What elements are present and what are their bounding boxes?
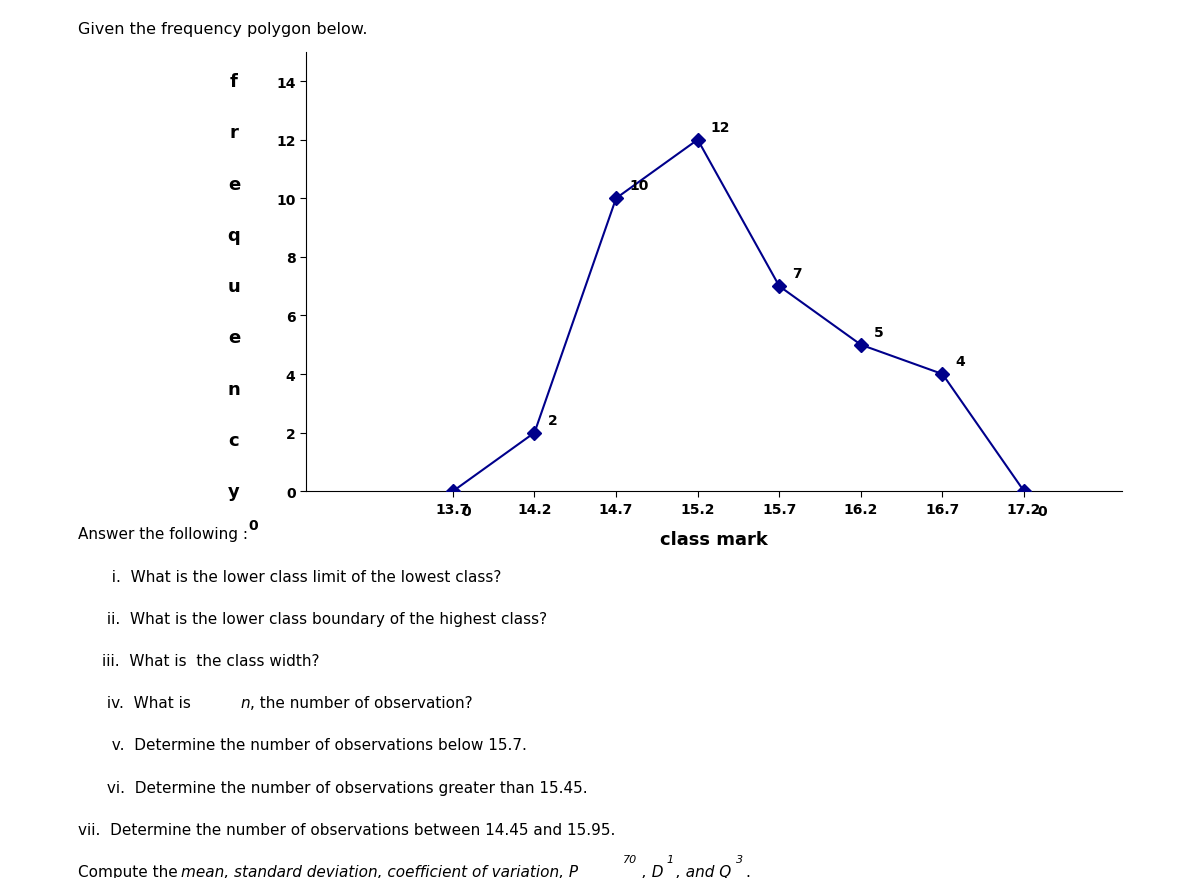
X-axis label: class mark: class mark: [660, 530, 768, 548]
Text: .: .: [745, 864, 750, 878]
Text: 0: 0: [248, 518, 258, 532]
Text: mean, standard deviation, coefficient of variation, P: mean, standard deviation, coefficient of…: [181, 864, 578, 878]
Text: 12: 12: [710, 120, 731, 134]
Text: 5: 5: [874, 326, 883, 340]
Text: v.  Determine the number of observations below 15.7.: v. Determine the number of observations …: [102, 738, 527, 752]
Text: Compute the: Compute the: [78, 864, 182, 878]
Text: c: c: [229, 431, 239, 450]
Text: 1: 1: [666, 854, 673, 864]
Text: Answer the following :: Answer the following :: [78, 527, 248, 542]
Text: n: n: [240, 695, 250, 710]
Text: e: e: [228, 329, 240, 347]
Text: 10: 10: [629, 179, 648, 193]
Text: 2: 2: [547, 414, 557, 428]
Text: n: n: [228, 380, 240, 399]
Text: y: y: [228, 483, 240, 500]
Text: 3: 3: [736, 854, 743, 864]
Text: , D: , D: [642, 864, 664, 878]
Text: vii.  Determine the number of observations between 14.45 and 15.95.: vii. Determine the number of observation…: [78, 822, 616, 837]
Text: r: r: [229, 124, 239, 142]
Text: ii.  What is the lower class boundary of the highest class?: ii. What is the lower class boundary of …: [102, 611, 547, 626]
Text: i.  What is the lower class limit of the lowest class?: i. What is the lower class limit of the …: [102, 569, 502, 584]
Text: iii.  What is  the class width?: iii. What is the class width?: [102, 653, 319, 668]
Text: 7: 7: [792, 267, 802, 281]
Text: e: e: [228, 176, 240, 193]
Text: Given the frequency polygon below.: Given the frequency polygon below.: [78, 22, 367, 37]
Text: 4: 4: [955, 355, 965, 369]
Text: 70: 70: [623, 854, 637, 864]
Text: u: u: [228, 277, 240, 296]
Text: f: f: [230, 73, 238, 91]
Text: iv.  What is: iv. What is: [102, 695, 196, 710]
Text: , the number of observation?: , the number of observation?: [250, 695, 473, 710]
Text: q: q: [228, 227, 240, 245]
Text: vi.  Determine the number of observations greater than 15.45.: vi. Determine the number of observations…: [102, 780, 588, 795]
Text: 0: 0: [1037, 504, 1046, 518]
Text: 0: 0: [461, 504, 470, 518]
Text: , and Q: , and Q: [676, 864, 731, 878]
